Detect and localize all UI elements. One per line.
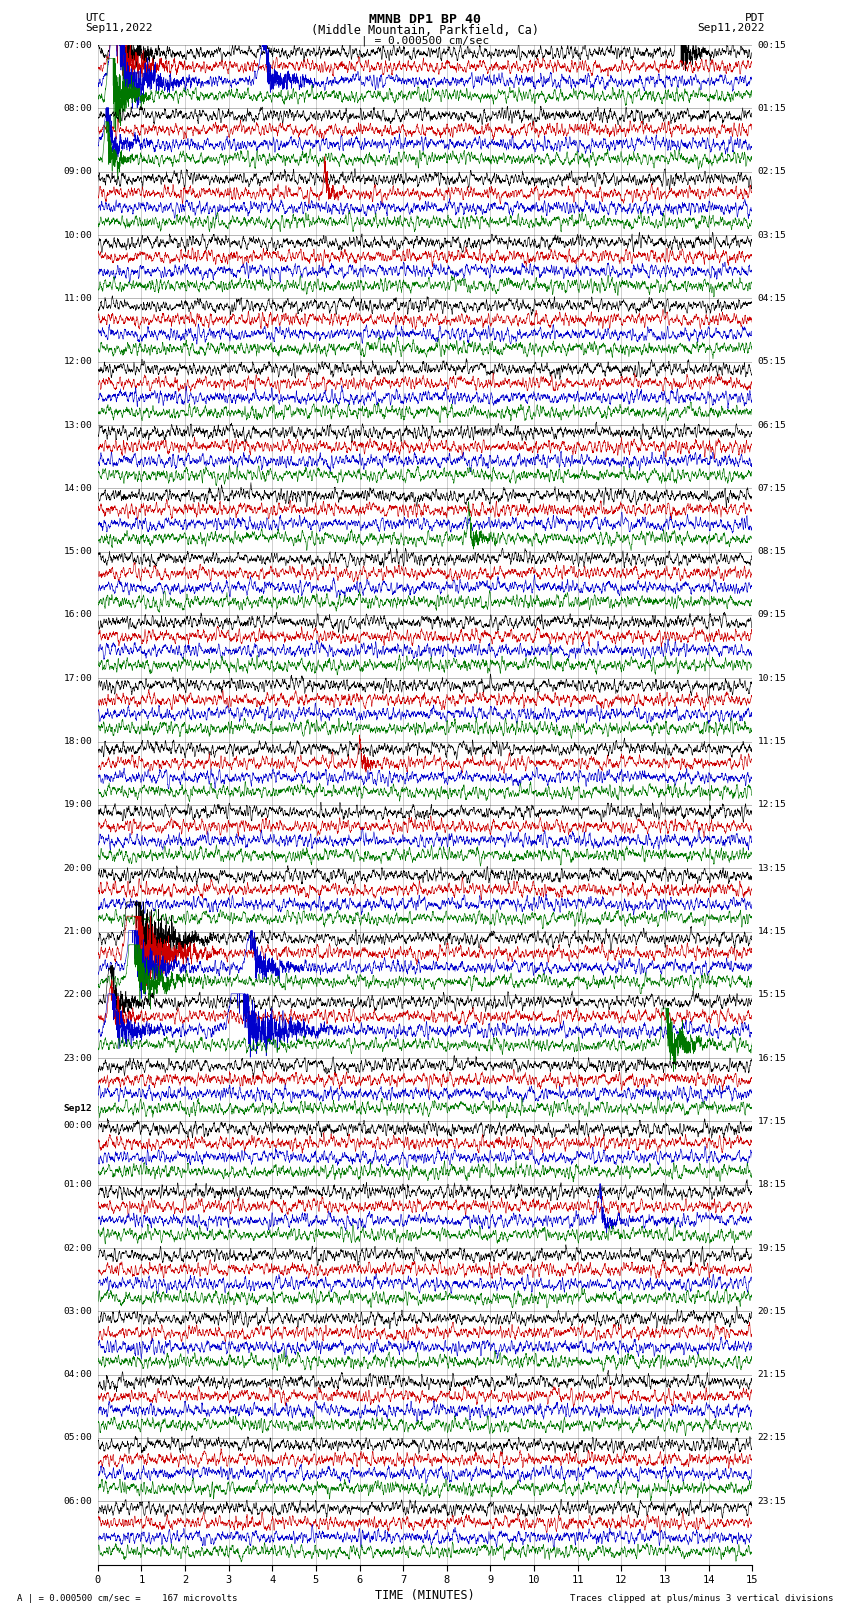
Text: 01:15: 01:15 — [758, 103, 786, 113]
Text: 12:15: 12:15 — [758, 800, 786, 810]
Text: 10:00: 10:00 — [64, 231, 92, 240]
Text: 23:15: 23:15 — [758, 1497, 786, 1507]
Text: 00:00: 00:00 — [64, 1121, 92, 1131]
Text: 14:00: 14:00 — [64, 484, 92, 494]
Text: 18:00: 18:00 — [64, 737, 92, 747]
Text: 20:00: 20:00 — [64, 863, 92, 873]
Text: 03:00: 03:00 — [64, 1307, 92, 1316]
Text: 23:00: 23:00 — [64, 1053, 92, 1063]
Text: 00:15: 00:15 — [758, 40, 786, 50]
Text: 15:00: 15:00 — [64, 547, 92, 556]
Text: 02:15: 02:15 — [758, 168, 786, 176]
Text: PDT: PDT — [745, 13, 765, 23]
Text: 05:00: 05:00 — [64, 1434, 92, 1442]
Text: 12:00: 12:00 — [64, 356, 92, 366]
Text: 07:00: 07:00 — [64, 40, 92, 50]
Text: 22:00: 22:00 — [64, 990, 92, 1000]
Text: 11:15: 11:15 — [758, 737, 786, 747]
Text: 03:15: 03:15 — [758, 231, 786, 240]
Text: MMNB DP1 BP 40: MMNB DP1 BP 40 — [369, 13, 481, 26]
Text: 08:00: 08:00 — [64, 103, 92, 113]
Text: 14:15: 14:15 — [758, 927, 786, 936]
Text: 09:00: 09:00 — [64, 168, 92, 176]
Text: 13:15: 13:15 — [758, 863, 786, 873]
Text: 10:15: 10:15 — [758, 674, 786, 682]
Text: 04:15: 04:15 — [758, 294, 786, 303]
Text: 02:00: 02:00 — [64, 1244, 92, 1253]
Text: 04:00: 04:00 — [64, 1369, 92, 1379]
Text: 18:15: 18:15 — [758, 1181, 786, 1189]
Text: 11:00: 11:00 — [64, 294, 92, 303]
Text: 06:00: 06:00 — [64, 1497, 92, 1507]
Text: 16:15: 16:15 — [758, 1053, 786, 1063]
Text: 08:15: 08:15 — [758, 547, 786, 556]
Text: 20:15: 20:15 — [758, 1307, 786, 1316]
Text: 13:00: 13:00 — [64, 421, 92, 429]
Text: 19:15: 19:15 — [758, 1244, 786, 1253]
Text: 21:00: 21:00 — [64, 927, 92, 936]
Text: 17:15: 17:15 — [758, 1116, 786, 1126]
Text: 15:15: 15:15 — [758, 990, 786, 1000]
X-axis label: TIME (MINUTES): TIME (MINUTES) — [375, 1589, 475, 1602]
Text: 21:15: 21:15 — [758, 1369, 786, 1379]
Text: Traces clipped at plus/minus 3 vertical divisions: Traces clipped at plus/minus 3 vertical … — [570, 1594, 833, 1603]
Text: 01:00: 01:00 — [64, 1181, 92, 1189]
Text: A | = 0.000500 cm/sec =    167 microvolts: A | = 0.000500 cm/sec = 167 microvolts — [17, 1594, 237, 1603]
Text: 22:15: 22:15 — [758, 1434, 786, 1442]
Text: | = 0.000500 cm/sec: | = 0.000500 cm/sec — [361, 35, 489, 47]
Text: 07:15: 07:15 — [758, 484, 786, 494]
Text: (Middle Mountain, Parkfield, Ca): (Middle Mountain, Parkfield, Ca) — [311, 24, 539, 37]
Text: Sep11,2022: Sep11,2022 — [85, 23, 152, 32]
Text: UTC: UTC — [85, 13, 105, 23]
Text: 09:15: 09:15 — [758, 610, 786, 619]
Text: Sep12: Sep12 — [64, 1105, 92, 1113]
Text: Sep11,2022: Sep11,2022 — [698, 23, 765, 32]
Text: 06:15: 06:15 — [758, 421, 786, 429]
Text: 16:00: 16:00 — [64, 610, 92, 619]
Text: 17:00: 17:00 — [64, 674, 92, 682]
Text: 05:15: 05:15 — [758, 356, 786, 366]
Text: 19:00: 19:00 — [64, 800, 92, 810]
